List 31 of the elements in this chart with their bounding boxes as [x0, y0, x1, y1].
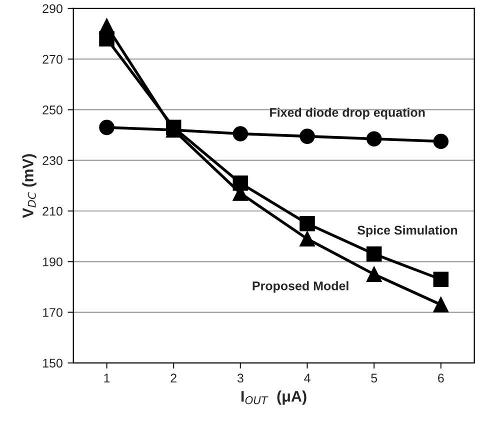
point [300, 231, 315, 246]
x-tick-label: 3 [237, 374, 244, 383]
y-tick-label: 150 [43, 358, 62, 368]
y-tick-label: 270 [42, 54, 62, 64]
point [366, 266, 382, 282]
x-tick-label: 5 [371, 374, 378, 383]
point [99, 120, 114, 136]
y-tick-label: 290 [42, 4, 62, 14]
y-tick-label: 250 [42, 106, 62, 114]
x-tick-label: 6 [438, 374, 444, 383]
series-label: Proposed Model [252, 281, 348, 293]
y-tick-label: 170 [43, 308, 62, 317]
point [433, 297, 449, 312]
point [232, 126, 248, 142]
point [366, 131, 382, 146]
y-tick-label: 210 [42, 206, 62, 216]
point [433, 272, 449, 288]
x-tick-label: 4 [304, 374, 310, 382]
series-label: Fixed diode drop equation [270, 108, 425, 120]
series-label: Spice Simulation [358, 225, 458, 238]
x-tick-label: 2 [170, 374, 176, 382]
y-tick-label: 190 [43, 257, 62, 266]
point [300, 216, 315, 232]
point [99, 18, 114, 34]
y-axis-title: V$_{DC}$ (mV) [22, 154, 36, 218]
point [300, 128, 315, 144]
x-tick-label: 1 [104, 374, 110, 382]
y-tick-label: 230 [42, 156, 62, 166]
point [433, 134, 449, 150]
point [366, 246, 382, 262]
x-axis-title: I$_{OUT}$ (μA) [241, 390, 306, 405]
